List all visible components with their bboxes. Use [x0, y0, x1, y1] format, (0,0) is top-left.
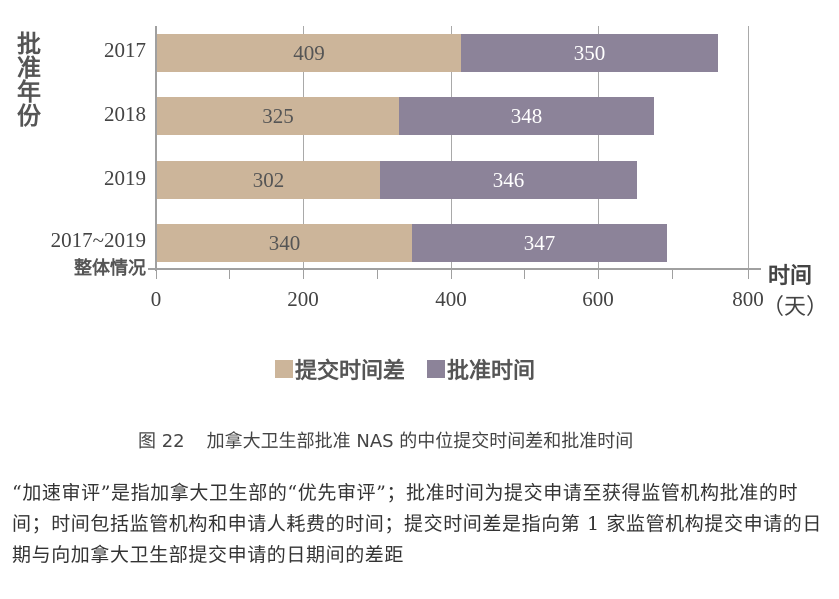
x-tick-label-400: 400: [435, 287, 467, 311]
category-label-2017: 2017: [104, 38, 146, 62]
category-label-overall-sub: 整体情况: [74, 258, 146, 279]
bar-2017-approval-time: 350: [461, 34, 718, 72]
bar-overall-approval-time: 347: [412, 224, 667, 262]
gridline-400: [451, 26, 452, 269]
y-axis-title-char: 份: [17, 102, 41, 130]
y-axis-title-char: 准: [17, 54, 41, 82]
y-axis-title-char: 年: [17, 78, 41, 106]
legend-swatch-icon: [275, 360, 293, 378]
legend-label: 提交时间差: [295, 359, 406, 384]
bar-2018-approval-time: 348: [399, 97, 654, 135]
x-tick: [598, 270, 599, 279]
x-axis-title: 时间: [768, 264, 813, 289]
x-tick-minor: [524, 270, 525, 279]
x-tick-label-800: 800: [732, 287, 764, 311]
x-tick-label-600: 600: [582, 287, 614, 311]
y-axis-title-char: 批: [17, 30, 41, 58]
figure-caption: 图 22 加拿大卫生部批准 NAS 的中位提交时间差和批准时间: [138, 427, 633, 453]
x-tick: [303, 270, 304, 279]
x-axis-unit: （天）: [762, 295, 829, 320]
figure-note: “加速审评”是指加拿大卫生部的“优先审评”；批准时间为提交申请至获得监管机构批准…: [12, 482, 822, 566]
category-label-2019: 2019: [104, 166, 146, 190]
bar-overall-submission-gap: 340: [157, 224, 412, 262]
gridline-600: [598, 26, 599, 269]
x-axis-line: [148, 268, 761, 270]
x-tick: [748, 270, 749, 279]
figure-title: 加拿大卫生部批准 NAS 的中位提交时间差和批准时间: [206, 431, 634, 452]
x-tick: [156, 270, 157, 279]
gridline-200: [303, 26, 304, 269]
x-tick-label-0: 0: [150, 287, 162, 311]
bar-2019-submission-gap: 302: [157, 161, 380, 199]
legend-item-approval-time: 批准时间: [427, 353, 535, 385]
legend-swatch-icon: [427, 360, 446, 378]
x-tick-minor: [672, 270, 673, 279]
legend-item-submission-gap: 提交时间差: [275, 353, 405, 385]
x-tick-minor: [229, 270, 230, 279]
legend-label: 批准时间: [447, 359, 536, 384]
x-tick: [451, 270, 452, 279]
figure-number: 图 22: [138, 431, 185, 452]
y-axis-line: [155, 26, 157, 271]
category-label-overall: 2017~2019: [50, 228, 146, 252]
x-tick-minor: [377, 270, 378, 279]
bar-2019-approval-time: 346: [380, 161, 637, 199]
gridline-800: [748, 26, 749, 269]
bar-2018-submission-gap: 325: [157, 97, 399, 135]
y-axis-title: 批 准 年 份: [14, 32, 44, 128]
bar-2017-submission-gap: 409: [157, 34, 461, 72]
legend: 提交时间差 批准时间: [275, 353, 535, 385]
category-label-2018: 2018: [104, 102, 146, 126]
x-tick-label-200: 200: [287, 287, 319, 311]
